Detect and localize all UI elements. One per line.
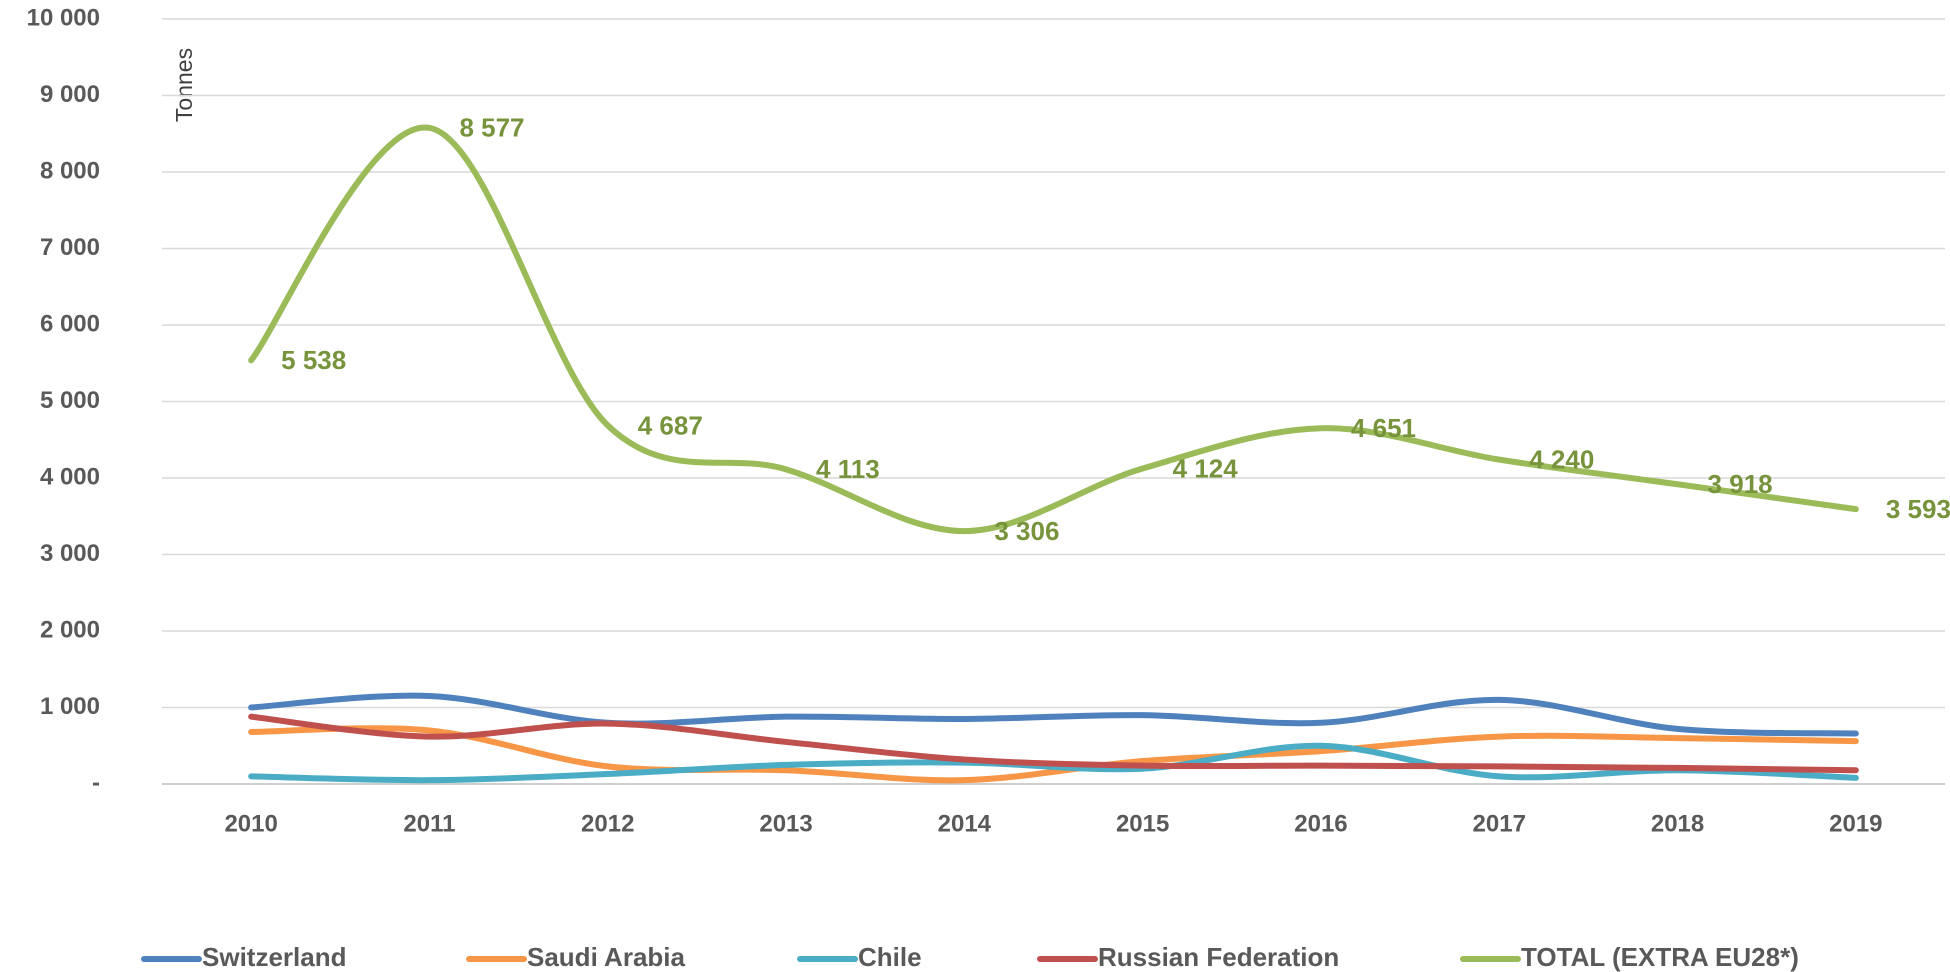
y-tick-label: 6 000 [40,310,100,337]
y-tick-label: 8 000 [40,157,100,184]
y-tick-label: 10 000 [27,4,100,31]
x-tick-label: 2016 [1294,810,1347,837]
data-label: 4 113 [816,454,880,484]
y-tick-label: - [92,769,100,796]
x-tick-label: 2012 [581,810,634,837]
series-line [248,725,1859,784]
data-label: 4 124 [1173,453,1239,483]
legend-label: Chile [858,942,922,972]
series-line [248,692,1859,737]
y-tick-label: 7 000 [40,234,100,261]
legend-label: Switzerland [202,942,346,972]
x-tick-label: 2014 [938,810,992,837]
y-tick-label: 4 000 [40,463,100,490]
data-label: 3 306 [994,516,1059,546]
y-tick-label: 9 000 [40,81,100,108]
y-tick-label: 2 000 [40,616,100,643]
series-line [248,742,1859,784]
x-tick-label: 2019 [1829,810,1882,837]
data-label: 8 577 [459,113,524,143]
data-label: 4 651 [1351,413,1416,443]
data-label: 4 687 [638,410,703,440]
data-label: 4 240 [1529,445,1594,475]
legend-label: TOTAL (EXTRA EU28*) [1521,942,1799,972]
x-tick-label: 2017 [1473,810,1526,837]
series-line [248,713,1859,774]
y-tick-label: 3 000 [40,540,100,567]
y-axis-label: Tonnes [171,48,197,122]
series-line [248,124,1859,535]
x-tick-label: 2018 [1651,810,1704,837]
x-tick-label: 2015 [1116,810,1169,837]
y-tick-label: 1 000 [40,693,100,720]
legend-label: Russian Federation [1098,942,1339,972]
data-label: 3 593 [1886,494,1950,524]
x-tick-label: 2013 [759,810,812,837]
data-label: 3 918 [1708,469,1773,499]
y-tick-label: 5 000 [40,387,100,414]
data-label: 5 538 [281,345,346,375]
legend-label: Saudi Arabia [527,942,686,972]
x-tick-label: 2010 [224,810,277,837]
x-tick-label: 2011 [403,810,455,837]
